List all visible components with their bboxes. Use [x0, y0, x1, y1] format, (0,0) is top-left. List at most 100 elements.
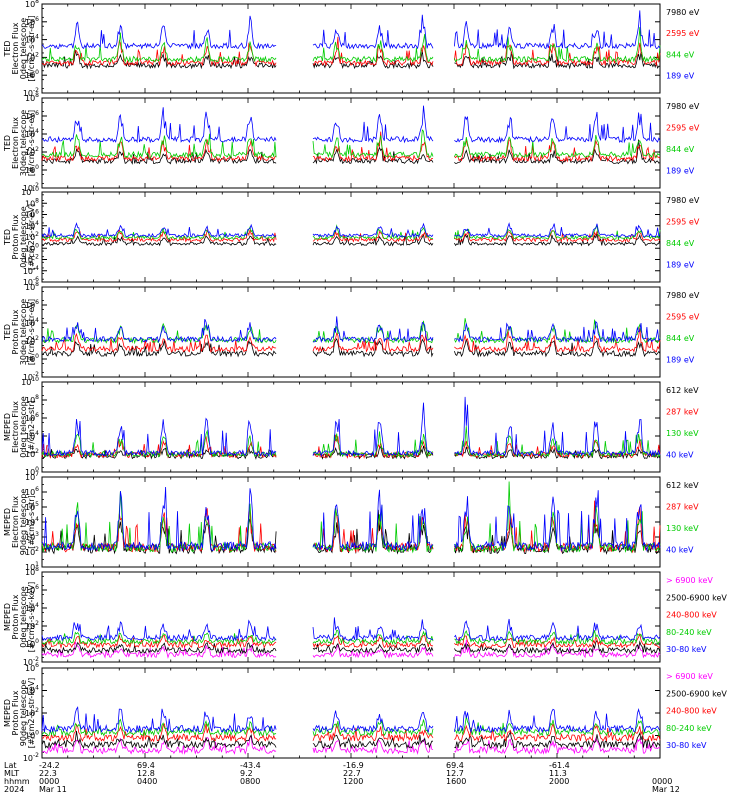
legend-entry: 7980 eV [666, 8, 700, 17]
y-axis-label: Electron Flux [11, 496, 20, 548]
y-tick-label: 10-2 [23, 182, 39, 193]
y-axis-label: 90deg telescope [19, 489, 28, 556]
series-trace [41, 706, 661, 734]
legend-entry: 7980 eV [666, 291, 700, 300]
y-axis-label: Proton Flux [11, 594, 20, 639]
series-trace [41, 233, 661, 247]
series-trace [41, 639, 661, 655]
y-axis-label: [#/cm2-s-str-eV] [27, 110, 36, 176]
legend-entry: 844 eV [666, 239, 695, 248]
x-tick-label: 0000 [652, 777, 672, 786]
legend-entry: 2500-6900 keV [666, 689, 727, 698]
legend-entry: 844 eV [666, 50, 695, 59]
y-tick-label: 10-2 [23, 656, 39, 667]
legend-entry: 30-80 keV [666, 741, 707, 750]
series-trace [41, 222, 661, 239]
y-axis-label: MEPED [3, 508, 12, 536]
x-row-label: Lat [4, 761, 17, 770]
series-trace [41, 617, 661, 642]
x-axis-annotations: Lat -24.2 69.4 -43.4 -16.9 69.4 -61.4 MLT 22.3 12… [4, 761, 680, 794]
x-tick-label: 69.4 [137, 761, 155, 770]
y-tick-label: 100 [25, 730, 39, 741]
y-tick-label: 101 [25, 561, 39, 572]
y-axis-label: [#/cm2-s-str-keV] [27, 582, 36, 653]
legend-entry: 40 keV [666, 450, 694, 459]
y-axis-label: TED [3, 40, 12, 57]
x-tick-label: 1200 [343, 777, 363, 786]
y-tick-label: 1010 [21, 186, 39, 197]
legend-entry: 844 eV [666, 145, 695, 154]
y-tick-label: 106 [25, 662, 39, 673]
legend-entry: 2595 eV [666, 312, 700, 321]
y-tick-label: 103 [25, 531, 39, 542]
panel-frame [41, 667, 661, 759]
legend-entry: 30-80 keV [666, 645, 707, 654]
y-tick-label: 108 [25, 566, 39, 577]
series-trace [41, 723, 661, 743]
y-tick-label: 104 [25, 685, 39, 696]
y-tick-label: 100 [25, 242, 39, 253]
y-tick-label: 102 [25, 620, 39, 631]
x-tick-label: -24.2 [39, 761, 60, 770]
x-row-label: MLT [4, 769, 19, 778]
y-tick-label: 104 [25, 516, 39, 527]
y-tick-label: 100 [25, 638, 39, 649]
series-trace [41, 730, 661, 750]
legend-entry: 80-240 keV [666, 724, 712, 733]
y-tick-label: 108 [25, 394, 39, 405]
series-trace [41, 338, 661, 358]
x-tick-label: 69.4 [446, 761, 464, 770]
legend-entry: 130 keV [666, 524, 699, 533]
y-axis-label: Electron Flux [11, 22, 20, 74]
series-trace [41, 486, 661, 553]
series-trace [41, 105, 661, 144]
y-tick-label: 108 [25, 92, 39, 103]
legend-entry: 189 eV [666, 166, 695, 175]
panel-frame [41, 286, 661, 378]
x-tick-label: -61.4 [549, 761, 570, 770]
y-axis-label: 30deg telescope [19, 299, 28, 366]
y-axis-label: [#/cm2-s-str-eV] [27, 204, 36, 270]
legend-entry: 287 keV [666, 407, 699, 416]
y-tick-label: 106 [25, 584, 39, 595]
x-tick-label: Mar 11 [39, 785, 67, 794]
y-tick-label: 10-4 [23, 265, 39, 276]
legend-entry: > 6900 keV [666, 672, 713, 681]
y-tick-label: 10-2 [23, 87, 39, 98]
y-tick-label: 1010 [21, 376, 39, 387]
y-axis-label: [#/cm2-s-str-eV] [27, 299, 36, 365]
y-axis-label: Proton Flux [11, 309, 20, 354]
y-tick-label: 104 [25, 430, 39, 441]
y-tick-label: 104 [25, 317, 39, 328]
x-tick-label: 0400 [137, 777, 157, 786]
legend-entry: 612 keV [666, 386, 699, 395]
y-tick-label: 104 [25, 602, 39, 613]
legend-entry: 130 keV [666, 429, 699, 438]
y-tick-label: 102 [25, 335, 39, 346]
y-axis-label: 0deg telescope [19, 586, 28, 647]
legend-entry: 240-800 keV [666, 611, 717, 620]
series-trace [41, 396, 661, 458]
y-tick-label: 10-2 [23, 371, 39, 382]
legend-entry: > 6900 keV [666, 576, 713, 585]
legend-entry: 2595 eV [666, 29, 700, 38]
x-tick-label: 0000 [39, 777, 59, 786]
y-axis-label: Electron Flux [11, 117, 20, 169]
x-tick-label: 22.3 [39, 769, 57, 778]
legend-entry: 2595 eV [666, 123, 700, 132]
legend-entry: 40 keV [666, 545, 694, 554]
x-row-label: hhmm [4, 777, 30, 786]
y-tick-label: 100 [25, 164, 39, 175]
y-axis-label: [#/cm2-s-str] [27, 495, 36, 548]
series-trace [41, 316, 661, 344]
y-axis-label: TED [3, 135, 12, 152]
y-tick-label: 10-2 [23, 752, 39, 763]
x-tick-label: 0800 [240, 777, 260, 786]
y-tick-label: 106 [25, 16, 39, 27]
panel-frame [41, 476, 661, 568]
x-tick-label: -43.4 [240, 761, 261, 770]
y-tick-label: 102 [25, 448, 39, 459]
x-tick-label: 12.8 [137, 769, 155, 778]
series-trace [41, 224, 661, 241]
